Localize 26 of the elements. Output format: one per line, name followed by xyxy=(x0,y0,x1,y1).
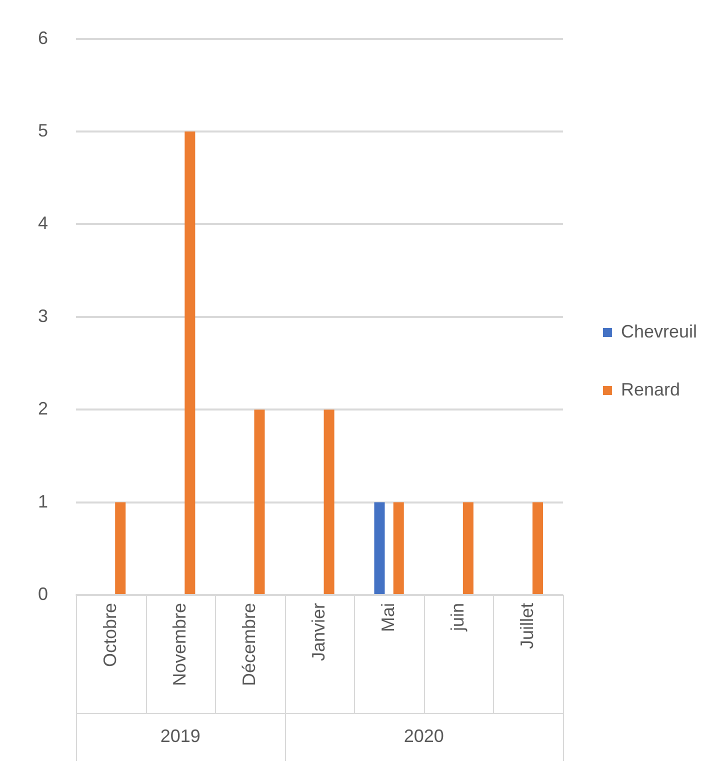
x-tick-label: juin xyxy=(448,603,468,632)
bar xyxy=(184,132,196,594)
legend-label: Chevreuil xyxy=(620,321,698,342)
legend-label: Renard xyxy=(620,379,680,400)
bar xyxy=(374,502,385,594)
bar xyxy=(532,502,544,594)
x-tick-label: Janvier xyxy=(308,603,328,662)
x-tick-label: Novembre xyxy=(169,603,190,686)
y-tick-label: 1 xyxy=(38,491,48,512)
x-tick-label: Décembre xyxy=(238,603,259,686)
y-tick-label: 4 xyxy=(38,213,48,234)
x-tick-label: Octobre xyxy=(100,603,120,668)
y-tick-label: 6 xyxy=(38,28,48,48)
y-tick-label: 2 xyxy=(38,398,48,419)
x-tick-label: Juillet xyxy=(517,603,538,650)
bar xyxy=(324,410,334,594)
y-tick-label: 3 xyxy=(38,306,48,326)
x-tick-label: Mai xyxy=(378,603,398,632)
y-tick-label: 0 xyxy=(38,584,48,604)
bar xyxy=(254,410,265,594)
text: 2020 xyxy=(404,726,444,746)
bar xyxy=(462,502,474,594)
bar xyxy=(393,502,404,594)
y-tick-label: 5 xyxy=(38,120,48,140)
bar xyxy=(115,502,126,594)
text: 2019 xyxy=(160,726,200,746)
